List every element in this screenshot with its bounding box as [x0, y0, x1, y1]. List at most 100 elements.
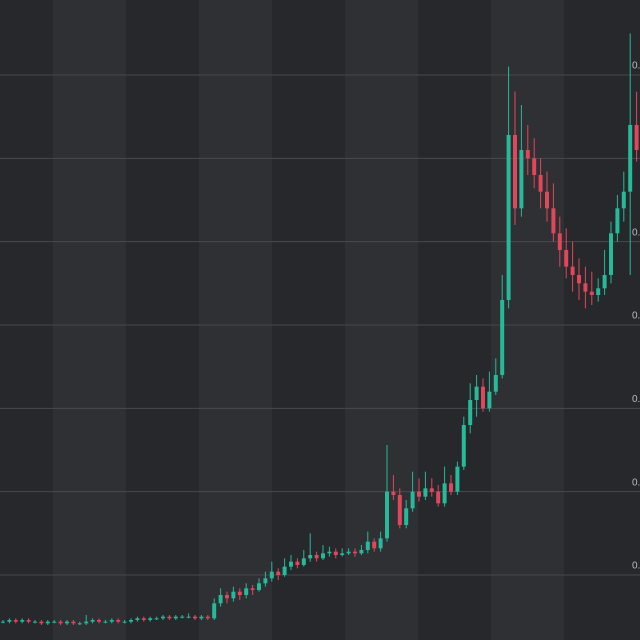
candle-body	[186, 616, 191, 618]
candle-body	[109, 620, 114, 622]
candle-body	[327, 551, 332, 554]
candle-body	[58, 621, 63, 624]
candle-body	[481, 386, 485, 409]
candle-body	[525, 150, 530, 159]
candle-body	[391, 491, 396, 495]
candle-body	[231, 591, 236, 599]
candle-body	[621, 191, 626, 209]
candle-body	[205, 616, 210, 619]
candle-body	[513, 135, 517, 209]
candle-body	[353, 551, 357, 554]
candle-body	[250, 588, 255, 590]
candle-body	[103, 621, 108, 623]
candle-body	[468, 400, 473, 425]
candle-body	[321, 553, 325, 559]
candle-body	[212, 603, 217, 619]
candle-body	[97, 620, 101, 622]
candle-body	[615, 208, 620, 234]
candle-body	[173, 616, 178, 619]
candle-body	[538, 175, 543, 192]
session-band	[345, 0, 418, 640]
candle-body	[487, 391, 492, 409]
candle-body	[314, 555, 319, 559]
candle-body	[346, 551, 351, 554]
candle-body	[557, 233, 562, 250]
candle-body	[129, 620, 133, 622]
candle-body	[122, 621, 127, 623]
candle-body	[442, 483, 447, 504]
candle-body	[519, 150, 524, 209]
candle-body	[436, 491, 441, 504]
candle-body	[429, 488, 434, 492]
candle-body	[545, 191, 549, 209]
y-tick-label: 0.3	[632, 61, 640, 72]
y-tick-label: 0.2	[632, 227, 640, 238]
candle-body	[20, 620, 25, 622]
candle-body	[225, 595, 229, 599]
candle-body	[141, 618, 146, 620]
candle-body	[39, 621, 44, 624]
candle-body	[359, 550, 364, 554]
candle-body	[269, 571, 274, 579]
candle-body	[218, 595, 223, 604]
candle-body	[634, 125, 639, 150]
candle-body	[193, 616, 197, 619]
candle-body	[602, 275, 607, 289]
candle-body	[378, 538, 383, 549]
candle-body	[449, 483, 453, 492]
candle-body	[340, 553, 345, 555]
candle-body	[493, 375, 498, 392]
candle-body	[13, 620, 18, 622]
candle-body	[500, 300, 505, 375]
candle-body	[397, 495, 402, 525]
candle-body	[52, 621, 57, 623]
candle-body	[237, 591, 242, 595]
candle-body	[308, 555, 313, 559]
y-tick-label: 0.	[632, 311, 640, 322]
candle-body	[564, 250, 569, 267]
candle-body	[84, 621, 89, 624]
candle-body	[1, 621, 5, 623]
candle-body	[628, 125, 633, 192]
candle-body	[551, 208, 556, 234]
candle-body	[423, 488, 428, 497]
session-band	[199, 0, 272, 640]
candle-body	[199, 616, 204, 619]
candle-body	[77, 623, 82, 625]
candle-body	[180, 616, 185, 618]
candle-body	[589, 291, 594, 295]
session-band	[53, 0, 126, 640]
candle-body	[577, 275, 581, 284]
candle-body	[474, 386, 479, 400]
candle-body	[333, 551, 338, 555]
candle-body	[116, 620, 121, 622]
candle-body	[148, 618, 153, 620]
candle-body	[506, 135, 511, 300]
candle-body	[135, 618, 140, 620]
candle-body	[90, 620, 95, 622]
candle-body	[410, 491, 415, 509]
candle-body	[282, 566, 287, 575]
candle-body	[276, 571, 281, 575]
candle-body	[609, 233, 613, 275]
candle-body	[372, 541, 377, 549]
candle-body	[167, 616, 172, 619]
candle-body	[161, 616, 165, 619]
candle-body	[417, 491, 421, 497]
candle-body	[7, 620, 12, 622]
candle-body	[365, 541, 370, 550]
candle-body	[295, 561, 300, 565]
candle-body	[461, 425, 466, 467]
candle-body	[263, 578, 268, 584]
candle-body	[385, 491, 389, 539]
candle-body	[583, 283, 588, 292]
candle-body	[289, 561, 293, 567]
y-tick-label: 0.	[632, 477, 640, 488]
candle-body	[244, 588, 249, 595]
candle-body	[404, 508, 409, 525]
candle-body	[257, 583, 261, 590]
candle-body	[33, 621, 37, 623]
candle-body	[45, 621, 50, 624]
y-tick-label: 0.1	[632, 394, 640, 405]
